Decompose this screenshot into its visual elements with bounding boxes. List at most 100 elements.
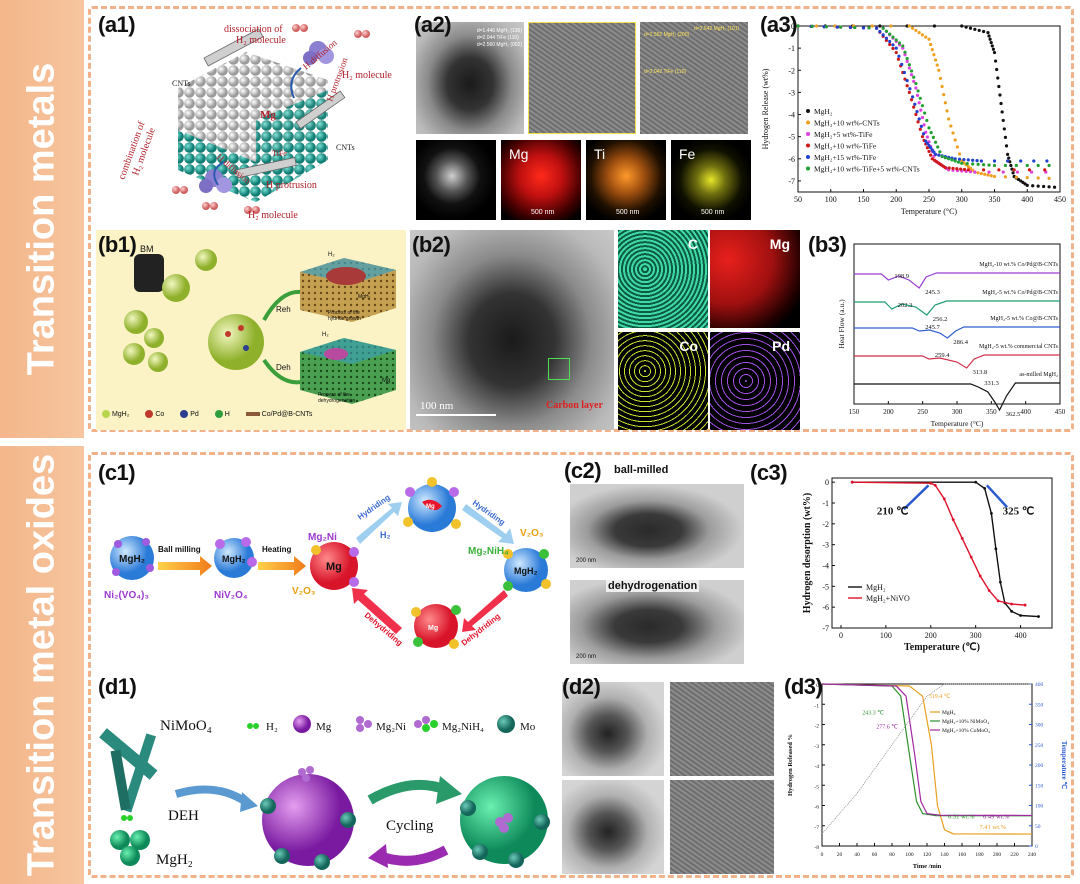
panel-label-b1: (b1)	[98, 232, 137, 257]
a3-data-point	[945, 109, 949, 113]
a3-data-point	[995, 67, 999, 72]
panel-d2: (d2)	[560, 672, 776, 874]
a3-data-point	[911, 95, 915, 99]
a3-data-point	[989, 41, 993, 45]
a3-data-point	[992, 159, 997, 163]
a3-data-point	[971, 162, 975, 166]
a3-legend-marker	[806, 120, 810, 125]
c2-tem-ballmilled: 200 nm	[570, 484, 744, 568]
a3-data-point	[933, 140, 938, 144]
c3-arrow-325	[985, 484, 1009, 509]
b3-peak-label: 245.3	[925, 289, 940, 296]
y-tick-label: -8	[814, 845, 819, 851]
c3-arrow-210	[902, 484, 930, 511]
x-axis-label: Temperature (°C)	[931, 419, 984, 428]
b1-legend-item: Co/Pd@B-CNTs	[245, 411, 312, 418]
a3-data-point	[835, 25, 839, 29]
panel-b3: (b3) 150 200 250 300 350 400 450 Temperature (°…	[804, 230, 1070, 430]
a3-data-point	[971, 158, 975, 162]
a1-schematic: dissociation of H₂ molecule H diffusion …	[116, 24, 392, 220]
a3-data-point	[991, 47, 996, 51]
a3-data-point	[992, 174, 997, 179]
x-tick-label: 150	[858, 195, 870, 204]
b1-text-proc1b: hydride growth	[328, 316, 361, 322]
y-tick-label: 0	[816, 683, 819, 689]
y-tick-label: -2	[814, 724, 819, 730]
a2-eds-ti: Ti 500 nm	[586, 140, 666, 220]
a3-data-point	[927, 126, 931, 130]
x-tick-label: 0	[839, 631, 843, 640]
a3-data-point	[896, 57, 901, 61]
a3-data-point	[814, 24, 819, 28]
section-transition-metal-oxides: Transition metal oxides (c1) MgH₂ Ni₂(VO…	[0, 446, 1080, 884]
a2-eds-label-fe: Fe	[679, 146, 696, 162]
a3-data-point	[960, 24, 964, 28]
c3-data-point	[983, 487, 987, 490]
d2-tem-bottom-left	[562, 780, 664, 874]
a2-eds-label-ti: Ti	[594, 146, 606, 162]
a3-data-point	[848, 25, 852, 30]
a3-legend-label: MgH₂+10 wt%-TiFe	[814, 142, 877, 151]
section-label-a: Transition metals	[20, 62, 63, 376]
b3-series-label: as-milled MgH₂	[1019, 372, 1058, 378]
a1-text-h2-molecule-b: H₂ molecule	[248, 210, 298, 220]
a3-data-point	[924, 35, 928, 39]
a3-data-point	[927, 143, 931, 148]
a3-data-point	[907, 66, 911, 70]
y-tick-label: -6	[814, 805, 819, 811]
b3-series-label: MgH₂-5 wt.% Co@B-CNTs	[990, 316, 1058, 322]
panel-label-a2: (a2)	[414, 12, 452, 37]
x-tick-label: 200	[883, 408, 894, 416]
chart-b3: 150 200 250 300 350 400 450 Temperature (°C) Hea…	[837, 243, 1066, 428]
chart-frame	[821, 683, 1033, 847]
a3-data-point	[1009, 163, 1013, 168]
a3-data-point	[894, 38, 898, 42]
a3-data-point	[947, 117, 951, 121]
c2-scale-bottom: 200 nm	[576, 654, 597, 660]
x-tick-label: 450	[1055, 408, 1066, 416]
a3-data-point	[930, 148, 934, 152]
a3-data-point	[942, 93, 946, 97]
a3-data-point	[884, 29, 889, 33]
a3-data-point	[891, 35, 895, 39]
a3-data-point	[922, 123, 926, 127]
c3-data-point	[974, 480, 978, 484]
a3-data-point	[997, 168, 1001, 172]
a1-text-h-protrusion-b: H protrusion	[266, 180, 317, 191]
c3-data-point	[994, 547, 998, 551]
b3-peak-label: 362.5	[1006, 411, 1021, 418]
a3-data-point	[920, 135, 925, 139]
x-tick-label: 350	[989, 195, 1001, 204]
x-tick-label: 400	[1015, 631, 1027, 640]
a3-legend-marker	[806, 143, 810, 148]
b1-legend-item: H	[214, 410, 230, 418]
a3-data-point	[1043, 168, 1047, 172]
a3-data-point	[1015, 170, 1020, 174]
a3-data-point	[913, 102, 917, 106]
a3-data-point	[838, 25, 843, 29]
a3-data-point	[981, 168, 986, 172]
a3-data-point	[907, 63, 911, 67]
y-tick-label: -1	[822, 499, 829, 508]
y-tick-label: -2	[822, 520, 829, 529]
a3-data-point	[937, 153, 941, 157]
b2-tem: (b2) Carbon layer 100 nm	[410, 230, 614, 430]
a3-data-point	[919, 108, 923, 112]
c3-data-point	[933, 483, 937, 487]
a3-data-point	[1036, 176, 1040, 180]
d1-scheme: NiMoO₄ H₂ Mg Mg₂Ni Mg₂NiH₄ Mo DEH MgH₂ C…	[99, 715, 550, 870]
a3-legend-marker	[806, 109, 810, 113]
a3-data-point	[1027, 168, 1032, 172]
a3-data-point	[884, 38, 889, 42]
x-tick-label: 200	[993, 852, 1002, 858]
b3-peak-label: 245.7	[925, 324, 940, 331]
a3-data-point	[1012, 168, 1016, 172]
a3-data-point	[953, 157, 957, 161]
y2-tick-label: 400	[1035, 682, 1044, 688]
c3-legend-label: MgH₂+NiVO	[866, 594, 910, 603]
y-tick-label: -4	[788, 111, 795, 120]
a3-data-point	[935, 63, 939, 67]
b2-eds-label-pd: Pd	[772, 338, 790, 354]
y-tick-label: -3	[814, 744, 819, 750]
d1-text-mg: Mg	[316, 721, 332, 733]
